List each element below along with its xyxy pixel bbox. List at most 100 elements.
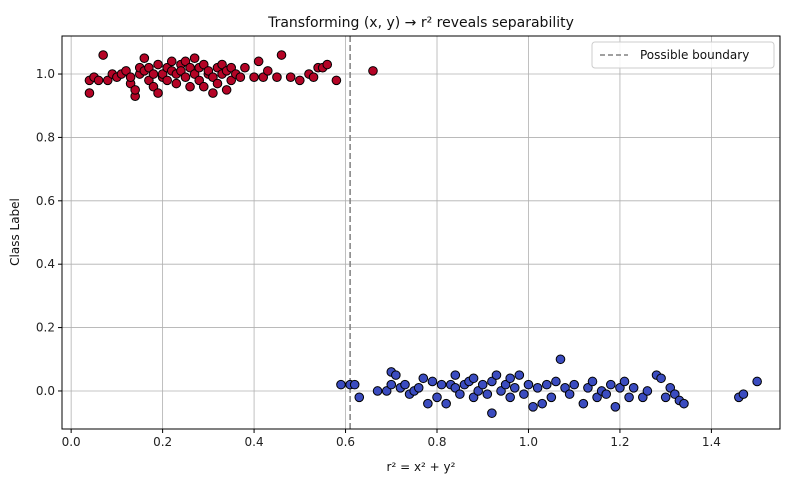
- class-0-point: [752, 376, 762, 387]
- class-1-point: [295, 75, 305, 86]
- class-1-point: [285, 72, 296, 83]
- x-tick-label: 1.0: [519, 435, 538, 449]
- class-0-point: [418, 373, 429, 384]
- class-0-point: [482, 389, 493, 399]
- class-0-point: [391, 370, 401, 380]
- y-tick-label: 0.4: [36, 257, 55, 271]
- x-tick-label: 0.2: [153, 435, 172, 449]
- class-1-point: [249, 72, 259, 83]
- class-0-point: [624, 392, 634, 403]
- class-1-point: [139, 53, 150, 63]
- x-tick-label: 1.4: [702, 435, 721, 449]
- class-0-point: [349, 379, 360, 390]
- class-1-point: [121, 66, 131, 76]
- class-1-point: [84, 88, 95, 98]
- class-0-point: [487, 376, 497, 387]
- class-1-point: [166, 56, 177, 67]
- y-tick-label: 0.0: [36, 384, 55, 398]
- class-1-point: [162, 75, 172, 86]
- plot-frame: [61, 35, 781, 430]
- class-1-point: [198, 81, 209, 92]
- class-0-point: [532, 382, 543, 393]
- class-1-point: [185, 62, 195, 73]
- legend-box: [591, 41, 775, 69]
- class-0-point: [546, 392, 557, 403]
- class-0-point: [578, 398, 589, 409]
- class-0-point: [372, 386, 383, 396]
- class-1-point: [217, 59, 227, 70]
- class-0-point: [491, 370, 502, 380]
- class-1-point: [144, 75, 154, 86]
- class-1-point: [226, 62, 237, 73]
- class-0-point: [551, 376, 561, 387]
- class-1-point: [130, 85, 140, 95]
- class-0-point: [619, 376, 630, 387]
- class-0-point: [738, 389, 749, 399]
- class-0-point: [560, 382, 570, 393]
- class-0-point: [592, 392, 602, 403]
- legend-boundary-label: Possible boundary: [640, 48, 749, 62]
- class-0-point: [541, 379, 552, 390]
- class-0-point: [468, 373, 479, 384]
- class-1-point: [208, 72, 218, 83]
- class-0-point: [601, 389, 612, 399]
- class-1-point: [198, 59, 209, 70]
- class-0-point: [354, 392, 365, 403]
- class-1-point: [176, 66, 186, 76]
- class-1-point: [322, 59, 333, 70]
- class-0-point: [642, 386, 653, 396]
- class-1-point: [368, 66, 378, 76]
- class-0-point: [500, 379, 511, 390]
- y-tick-label: 0.8: [36, 130, 55, 144]
- chart-title: Transforming (x, y) → r² reveals separab…: [267, 15, 574, 31]
- x-tick-label: 1.2: [610, 435, 629, 449]
- class-1-point: [189, 53, 200, 63]
- class-0-point: [537, 398, 547, 409]
- class-1-point: [240, 62, 250, 73]
- class-1-point: [235, 72, 246, 83]
- class-0-point: [505, 392, 515, 403]
- class-1-point: [221, 85, 232, 95]
- x-tick-label: 0.8: [427, 435, 446, 449]
- class-0-point: [615, 382, 625, 393]
- class-0-point: [583, 382, 593, 393]
- class-1-point: [148, 69, 159, 79]
- class-1-point: [102, 75, 113, 86]
- x-tick-label: 0.0: [62, 435, 81, 449]
- x-tick-label: 0.6: [336, 435, 355, 449]
- class-1-point: [203, 66, 214, 76]
- class-0-point: [386, 379, 397, 390]
- class-0-point: [605, 379, 616, 390]
- class-0-point: [496, 386, 506, 396]
- y-tick-label: 1.0: [36, 67, 55, 81]
- class-0-point: [336, 379, 346, 390]
- class-0-point: [423, 398, 433, 409]
- class-0-point: [441, 398, 451, 409]
- ticks: 0.0 0.2 0.4 0.6 0.8 1.0 1.2 1.4 0.0 0.2 0.4 0.6 0.8 1…: [36, 67, 721, 449]
- class-1-point: [180, 56, 191, 67]
- class-0-point: [381, 386, 392, 396]
- class-0-point: [628, 382, 639, 393]
- class-1-point: [153, 59, 163, 70]
- class-1-point: [272, 72, 282, 83]
- class-1-point: [253, 56, 264, 67]
- class-0-point: [473, 386, 483, 396]
- class-1-point: [93, 75, 104, 86]
- class-1-point: [185, 81, 195, 92]
- class-1-point: [226, 75, 237, 86]
- class-0-point: [427, 376, 438, 387]
- class-0-point: [555, 354, 566, 365]
- y-tick-label: 0.6: [36, 194, 55, 208]
- class-0-point: [638, 392, 648, 403]
- class-0-point: [509, 382, 520, 393]
- class-0-point: [569, 379, 580, 390]
- class-1-point: [276, 50, 287, 60]
- y-tick-label: 0.2: [36, 321, 55, 335]
- class-0-point: [400, 379, 410, 390]
- class-1-point: [144, 62, 154, 73]
- class-0-point: [477, 379, 488, 390]
- class-0-point: [656, 373, 666, 384]
- points-layer: [84, 50, 762, 418]
